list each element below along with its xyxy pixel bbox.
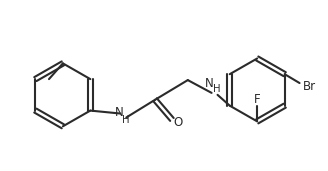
Text: F: F bbox=[254, 93, 260, 106]
Text: Br: Br bbox=[303, 81, 316, 94]
Text: N: N bbox=[115, 106, 124, 119]
Text: H: H bbox=[213, 84, 220, 94]
Text: H: H bbox=[122, 115, 129, 125]
Text: O: O bbox=[173, 116, 182, 129]
Text: N: N bbox=[205, 77, 214, 90]
